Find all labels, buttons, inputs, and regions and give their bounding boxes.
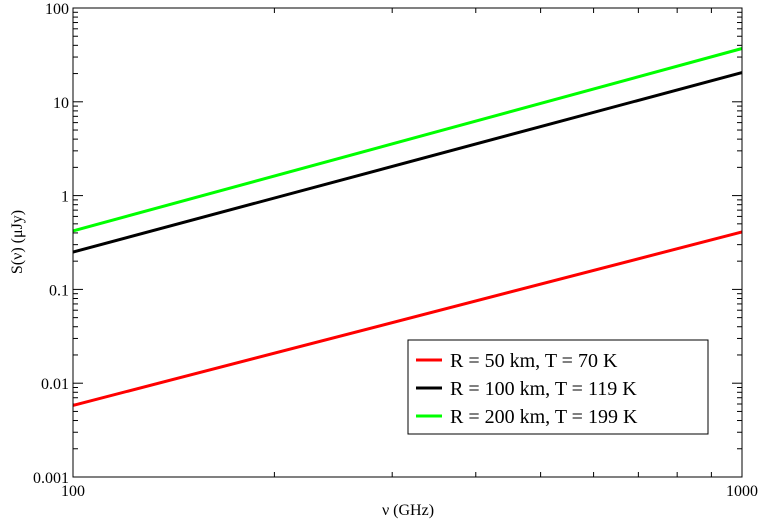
y-tick-label: 0.01 <box>41 376 69 393</box>
legend-label: R = 50 km, T = 70 K <box>450 350 618 372</box>
series-line-3 <box>72 47 743 233</box>
y-tick-label: 1 <box>61 189 69 206</box>
tick-labels: 0.001 0.01 0.1 1 10 100 100 1000 <box>33 1 758 500</box>
plot-frame <box>72 7 743 478</box>
y-tick-label: 10 <box>53 95 69 112</box>
y-tick-label: 100 <box>45 1 69 18</box>
legend-label: R = 100 km, T = 119 K <box>450 378 637 400</box>
y-tick-label: 0.1 <box>49 282 69 299</box>
x-tick-label: 1000 <box>726 483 758 500</box>
legend-box <box>407 339 709 435</box>
x-tick-label: 100 <box>61 483 85 500</box>
x-axis-title: ν (GHz) <box>382 502 434 519</box>
series-line-2 <box>72 71 743 254</box>
legend: R = 50 km, T = 70 K R = 100 km, T = 119 K… <box>407 339 709 435</box>
series-layer <box>72 47 743 407</box>
legend-label: R = 200 km, T = 199 K <box>450 406 638 428</box>
y-axis-title: S(ν) (μJy) <box>9 210 26 274</box>
series-line-1 <box>72 230 743 407</box>
y-tick-label: 0.001 <box>33 470 69 487</box>
